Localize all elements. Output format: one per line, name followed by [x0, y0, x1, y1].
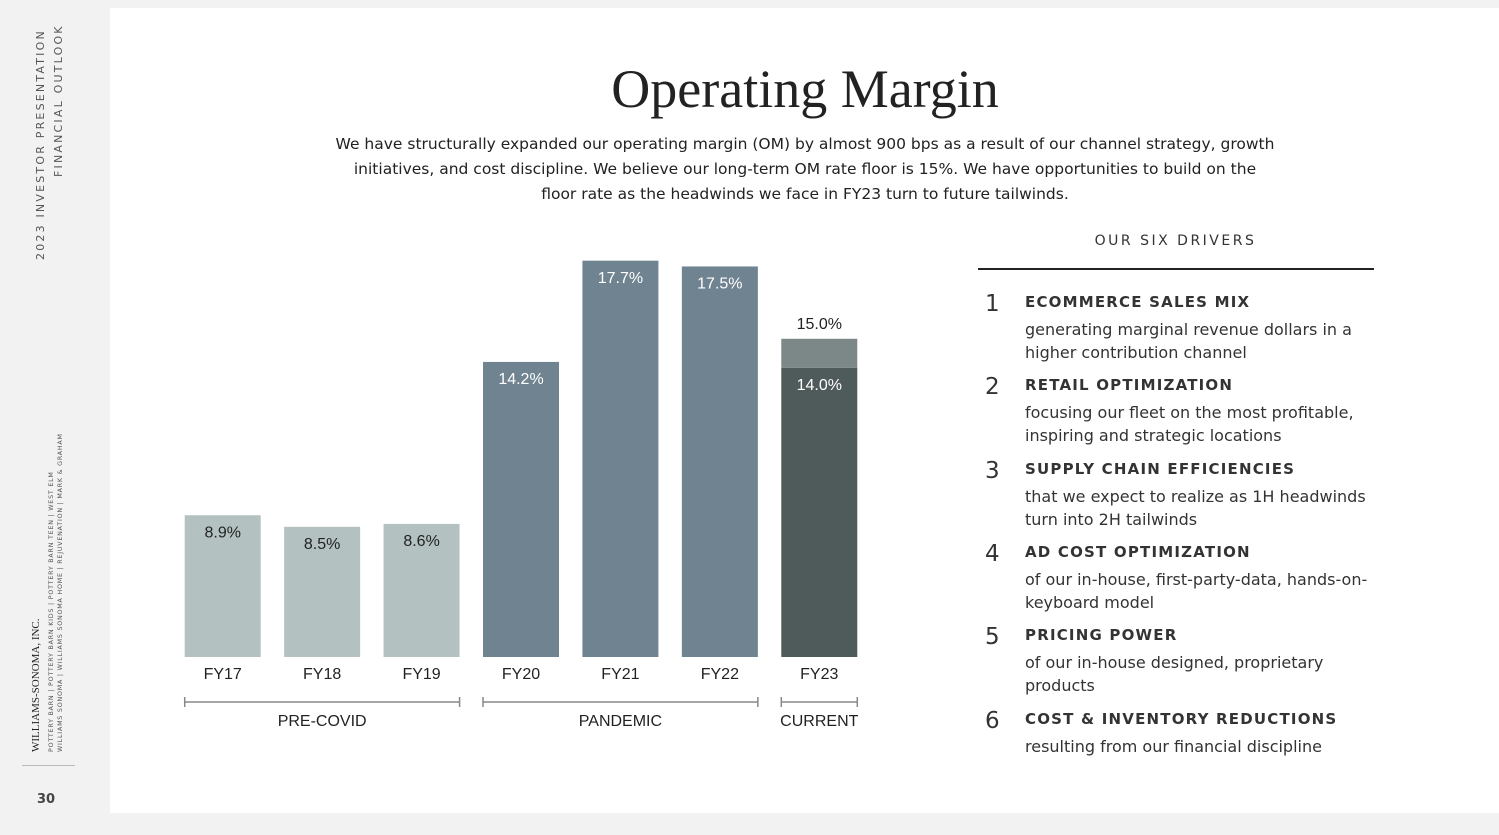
driver-title: SUPPLY CHAIN EFFICIENCIES	[1025, 459, 1296, 478]
intro: We have structurally expanded our operat…	[335, 135, 1275, 203]
total-label: 15.0%	[797, 316, 842, 333]
driver-number: 1	[985, 291, 1000, 317]
x-tick-label: FY17	[204, 666, 242, 683]
x-tick-label: FY18	[303, 666, 341, 683]
value-label: 17.5%	[697, 276, 742, 293]
value-label: 14.0%	[797, 377, 842, 394]
drivers-heading: OUR SIX DRIVERS	[1094, 233, 1257, 249]
divider	[22, 765, 75, 766]
driver-title: PRICING POWER	[1025, 626, 1178, 645]
bar	[781, 338, 858, 368]
driver-title: RETAIL OPTIMIZATION	[1025, 376, 1234, 395]
driver-text: of our in-house designed, proprietary pr…	[1025, 653, 1324, 696]
value-label: 17.7%	[598, 270, 643, 287]
value-label: 8.9%	[204, 524, 240, 541]
x-tick-label: FY22	[701, 666, 739, 683]
value-label: 14.2%	[498, 371, 543, 388]
driver-title: AD COST OPTIMIZATION	[1025, 542, 1251, 561]
driver-number: 3	[985, 457, 1000, 484]
value-label: 8.6%	[403, 533, 439, 550]
value-label: 8.5%	[304, 536, 340, 553]
bar	[483, 361, 559, 657]
driver-text: resulting from our financial discipline	[1025, 736, 1322, 756]
x-tick-label: FY20	[502, 666, 540, 683]
rule	[978, 268, 1374, 270]
driver-text: focusing our fleet on the most profitabl…	[1025, 403, 1354, 446]
driver-text: that we expect to realize as 1H headwind…	[1025, 486, 1366, 529]
page-number: 30	[37, 792, 56, 807]
title: Operating Margin	[611, 59, 999, 119]
x-tick-label: FY19	[402, 666, 440, 683]
driver-number: 5	[985, 624, 1000, 651]
driver-number: 6	[985, 707, 1000, 734]
bar	[284, 526, 361, 657]
driver-title: ECOMMERCE SALES MIX	[1025, 293, 1251, 311]
driver-number: 4	[985, 540, 1000, 567]
driver-text: of our in-house, first-party-data, hands…	[1025, 569, 1368, 612]
bar	[184, 515, 261, 657]
driver-number: 2	[985, 374, 1000, 401]
x-tick-label: FY21	[601, 666, 639, 683]
bar	[383, 523, 460, 657]
bar	[582, 260, 659, 657]
group-label: PANDEMIC	[579, 713, 662, 730]
driver-title: COST & INVENTORY REDUCTIONS	[1025, 709, 1338, 728]
bar	[681, 266, 758, 657]
x-tick-label: FY23	[800, 666, 838, 683]
group-label: PRE-COVID	[278, 713, 367, 730]
bar	[781, 367, 858, 657]
group-label: CURRENT	[780, 713, 858, 730]
driver-text: generating marginal revenue dollars in a…	[1025, 320, 1352, 362]
